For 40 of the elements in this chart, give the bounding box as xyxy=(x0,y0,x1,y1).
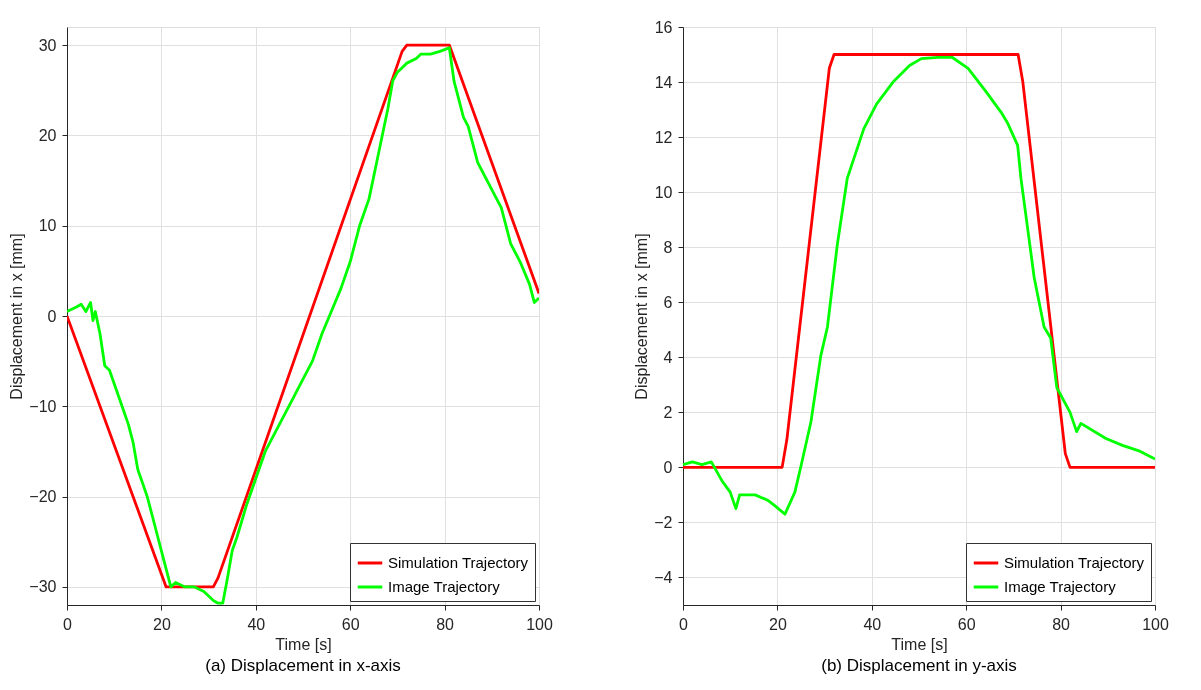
y-tick-label: 10 xyxy=(654,183,673,201)
y-tick-label: −10 xyxy=(29,397,57,415)
y-tick-label: 20 xyxy=(38,126,57,144)
x-tick-label: 60 xyxy=(957,615,976,633)
y-axis-title: Displacement in x [mm] xyxy=(8,233,26,400)
y-tick-label: 16 xyxy=(654,18,673,36)
y-tick-label: 0 xyxy=(663,458,673,476)
y-tick-label: 6 xyxy=(663,293,673,311)
x-tick-label: 20 xyxy=(769,615,787,633)
y-tick-label: 2 xyxy=(663,403,673,421)
x-tick-label: 80 xyxy=(436,615,455,633)
y-tick-label: 8 xyxy=(663,238,673,256)
x-tick-label: 40 xyxy=(247,615,266,633)
y-axis-title: Displacement in x [mm] xyxy=(633,233,651,400)
y-tick-label: −30 xyxy=(29,578,57,596)
x-tick-label: 100 xyxy=(526,615,553,633)
y-tick-label: 30 xyxy=(38,36,57,54)
x-tick-label: 40 xyxy=(863,615,882,633)
x-axis-title: Time [s] xyxy=(275,635,332,653)
y-tick-label: −2 xyxy=(654,513,673,531)
y-tick-label: 10 xyxy=(38,217,57,235)
x-tick-label: 0 xyxy=(63,615,73,633)
x-tick-label: 80 xyxy=(1052,615,1071,633)
y-tick-label: 4 xyxy=(663,348,673,366)
y-tick-label: −4 xyxy=(654,568,673,586)
y-tick-label: 0 xyxy=(47,307,57,325)
legend-label: Simulation Trajectory xyxy=(1004,554,1145,571)
text: (b) Displacement in y-axis xyxy=(821,656,1017,675)
x-axis-title: Time [s] xyxy=(891,635,948,653)
y-tick-label: 14 xyxy=(654,73,673,91)
y-tick-label: 12 xyxy=(654,128,673,146)
text: (a) Displacement in x-axis xyxy=(205,656,401,675)
legend-label: Image Trajectory xyxy=(388,578,501,595)
y-tick-label: −20 xyxy=(29,488,57,506)
x-tick-label: 0 xyxy=(679,615,689,633)
legend-label: Simulation Trajectory xyxy=(388,554,529,571)
x-tick-label: 20 xyxy=(153,615,171,633)
legend-label: Image Trajectory xyxy=(1004,578,1117,595)
x-tick-label: 60 xyxy=(341,615,360,633)
x-tick-label: 100 xyxy=(1142,615,1169,633)
